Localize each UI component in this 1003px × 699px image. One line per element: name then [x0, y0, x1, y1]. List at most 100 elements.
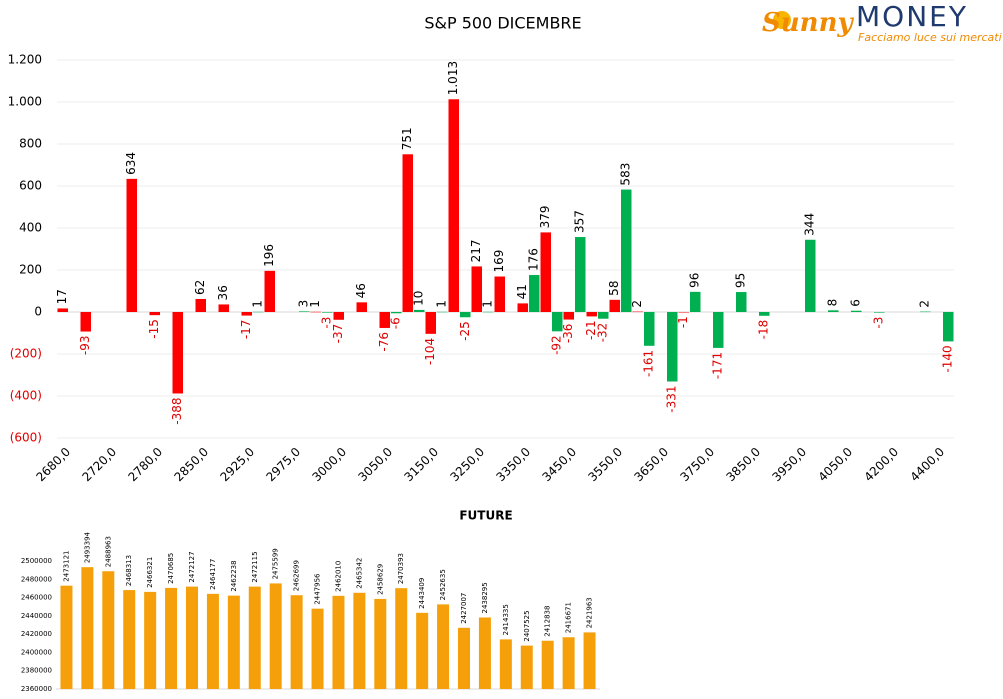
y-tick-label: 2440000 [21, 612, 52, 620]
data-label: 634 [124, 152, 138, 175]
data-label: -171 [711, 352, 725, 379]
x-tick-label: 2850,0 [171, 445, 211, 485]
data-label: -37 [331, 324, 345, 344]
data-label: 1 [435, 300, 449, 308]
y-tick-label: 200 [19, 263, 42, 277]
bar [264, 270, 275, 312]
data-label: 62 [193, 280, 207, 295]
x-tick-label: 3050,0 [355, 445, 395, 485]
bar [310, 311, 321, 313]
bar [402, 154, 413, 312]
bar [311, 608, 324, 689]
data-label: 2462238 [230, 560, 238, 591]
bar [102, 571, 115, 689]
bar [540, 232, 551, 312]
bar [149, 312, 160, 316]
x-tick-label: 3450,0 [539, 445, 579, 485]
bar [299, 311, 310, 312]
bar [414, 309, 425, 312]
bar [353, 592, 366, 689]
bar [195, 298, 206, 312]
bar [562, 637, 575, 689]
data-label: 2 [630, 300, 644, 308]
y-tick-label: 2480000 [21, 575, 52, 583]
x-tick-label: 3150,0 [401, 445, 441, 485]
data-label: 2447956 [314, 573, 322, 605]
data-label: 357 [573, 210, 587, 233]
data-label: 169 [492, 250, 506, 273]
y-tick-label: 2420000 [21, 630, 52, 638]
x-tick-label: 3850,0 [723, 445, 763, 485]
bar [499, 639, 512, 689]
bar [425, 312, 436, 334]
data-label: -93 [78, 336, 92, 356]
data-label: 2462699 [293, 560, 301, 591]
data-label: 1 [251, 300, 265, 308]
data-label: 46 [354, 283, 368, 298]
chart-title: FUTURE [459, 509, 512, 523]
y-tick-label: 2360000 [21, 685, 52, 693]
bar [332, 595, 345, 689]
x-tick-label: 3250,0 [447, 445, 487, 485]
y-tick-label: 1.200 [8, 53, 42, 67]
data-label: -161 [642, 350, 656, 377]
bar [437, 604, 450, 689]
bar [172, 312, 183, 394]
bar [478, 617, 491, 689]
data-label: -331 [665, 386, 679, 413]
x-tick-label: 2720,0 [79, 445, 119, 485]
x-tick-label: 3750,0 [677, 445, 717, 485]
y-tick-label: (600) [10, 431, 42, 445]
y-tick-label: 600 [19, 179, 42, 193]
bar [583, 632, 596, 689]
data-label: 2414335 [502, 604, 510, 635]
x-tick-label: 3000,0 [309, 445, 349, 485]
data-label: -388 [170, 397, 184, 424]
bar [520, 645, 533, 689]
data-label: 2458629 [376, 564, 384, 595]
data-label: -104 [423, 338, 437, 365]
data-label: -3 [872, 317, 886, 329]
y-tick-label: 400 [19, 221, 42, 235]
bar [920, 311, 931, 313]
data-label: 2407525 [523, 610, 531, 641]
bar [126, 178, 137, 312]
x-tick-label: 4050,0 [815, 445, 855, 485]
bar [541, 640, 554, 689]
data-label: -25 [458, 321, 472, 341]
data-label: 6 [849, 299, 863, 307]
bar [736, 292, 747, 312]
data-label: 36 [216, 285, 230, 300]
data-label: -92 [550, 335, 564, 355]
bar [483, 311, 494, 313]
bar [227, 595, 240, 689]
data-label: 583 [619, 163, 633, 186]
data-label: 2438295 [481, 582, 489, 613]
x-tick-label: 2780,0 [125, 445, 165, 485]
bar [460, 312, 471, 318]
bar [144, 591, 157, 689]
data-label: 379 [538, 206, 552, 229]
x-tick-label: 2975,0 [263, 445, 303, 485]
data-label: 2464177 [209, 559, 217, 590]
x-tick-label: 2680,0 [33, 445, 73, 485]
y-tick-label: 1.000 [8, 95, 42, 109]
bar [374, 598, 387, 689]
data-label: 1 [308, 300, 322, 308]
bar [206, 593, 219, 689]
x-tick-label: 3550,0 [585, 445, 625, 485]
bar [575, 237, 586, 312]
x-tick-label: 3650,0 [631, 445, 671, 485]
logo-brand: Sunny [762, 8, 854, 38]
data-label: -15 [147, 319, 161, 339]
data-label: 10 [412, 291, 426, 306]
data-label: 2421963 [586, 597, 594, 628]
bar [186, 586, 198, 689]
data-label: 2468313 [125, 555, 133, 586]
bar [123, 590, 136, 689]
bar [458, 627, 470, 689]
bar [586, 312, 597, 317]
bar [529, 275, 540, 312]
bar [416, 612, 429, 689]
